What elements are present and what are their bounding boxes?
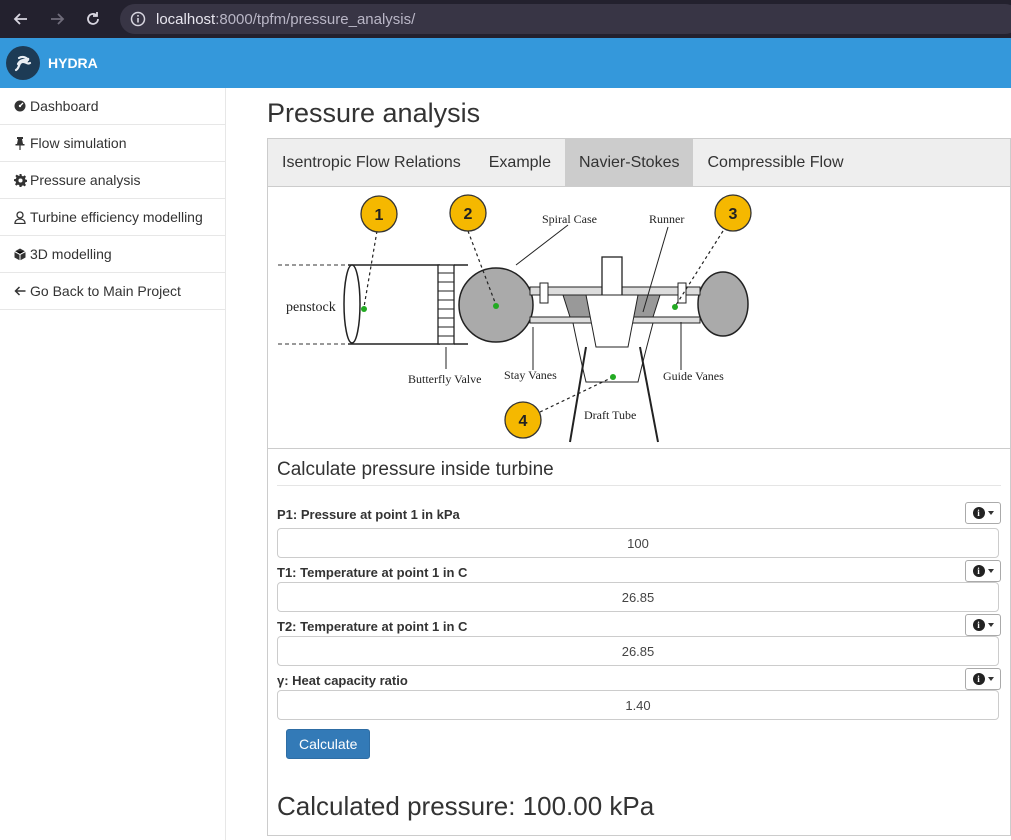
- label-draft-tube: Draft Tube: [584, 408, 636, 422]
- reload-icon[interactable]: [78, 4, 108, 34]
- label-runner: Runner: [649, 212, 684, 226]
- info-dropdown-button[interactable]: i: [965, 560, 1001, 582]
- url-host: localhost: [156, 10, 216, 28]
- sidebar-item-flow-simulation[interactable]: Flow simulation: [0, 125, 225, 162]
- svg-text:3: 3: [729, 206, 738, 223]
- sidebar-item-label: 3D modelling: [30, 246, 112, 262]
- svg-text:4: 4: [519, 413, 528, 430]
- calculated-result: Calculated pressure: 100.00 kPa: [277, 791, 655, 821]
- pin-icon: [13, 136, 27, 150]
- sidebar-item-go-back[interactable]: Go Back to Main Project: [0, 273, 225, 310]
- t1-input[interactable]: [277, 582, 999, 612]
- label-penstock: penstock: [286, 300, 336, 315]
- sidebar-item-turbine-efficiency[interactable]: Turbine efficiency modelling: [0, 199, 225, 236]
- user-icon: [13, 210, 27, 224]
- field-gamma: γ: Heat capacity ratio i: [277, 666, 1001, 720]
- info-dropdown-button[interactable]: i: [965, 614, 1001, 636]
- gamma-input[interactable]: [277, 690, 999, 720]
- field-p1: P1: Pressure at point 1 in kPa i: [277, 500, 1001, 558]
- caret-down-icon: [987, 569, 994, 573]
- arrow-left-icon: [13, 285, 27, 297]
- tab-compressible-flow[interactable]: Compressible Flow: [707, 153, 844, 171]
- dashboard-icon: [13, 100, 27, 112]
- label-spiral-case: Spiral Case: [542, 212, 597, 226]
- hydra-logo-icon[interactable]: [6, 46, 40, 80]
- main-content: Pressure analysis Isentropic Flow Relati…: [226, 88, 1011, 840]
- info-icon: i: [972, 673, 985, 685]
- address-bar[interactable]: localhost:8000/tpfm/pressure_analysis/: [120, 4, 1011, 34]
- info-dropdown-button[interactable]: i: [965, 502, 1001, 524]
- measurement-points: [361, 303, 678, 380]
- label-guide-vanes: Guide Vanes: [663, 369, 724, 383]
- cube-icon: [13, 248, 27, 261]
- pressure-calc-form: Calculate pressure inside turbine P1: Pr…: [268, 449, 1010, 822]
- field-t2: T2: Temperature at point 1 in C i: [277, 612, 1001, 666]
- brand-name[interactable]: HYDRA: [48, 55, 98, 71]
- browser-toolbar: localhost:8000/tpfm/pressure_analysis/: [0, 0, 1011, 38]
- field-label: T1: Temperature at point 1 in C: [277, 565, 468, 580]
- field-label: P1: Pressure at point 1 in kPa: [277, 507, 460, 522]
- tab-isentropic-flow-relations[interactable]: Isentropic Flow Relations: [282, 153, 461, 171]
- caret-down-icon: [987, 623, 994, 627]
- marker-4: 4: [504, 401, 542, 439]
- penstock: [278, 264, 440, 345]
- sidebar-item-label: Dashboard: [30, 98, 99, 114]
- url-path: :8000/tpfm/pressure_analysis/: [215, 10, 416, 28]
- turbine-core: [529, 256, 701, 443]
- tab-navier-stokes[interactable]: Navier-Stokes: [565, 139, 694, 186]
- gear-icon: [13, 173, 27, 187]
- marker-2: 2: [449, 194, 487, 232]
- page-title: Pressure analysis: [267, 98, 481, 128]
- field-label: γ: Heat capacity ratio: [277, 673, 408, 688]
- tab-example[interactable]: Example: [488, 153, 551, 171]
- caret-down-icon: [987, 511, 994, 515]
- field-label: T2: Temperature at point 1 in C: [277, 619, 468, 634]
- sidebar-item-dashboard[interactable]: Dashboard: [0, 88, 225, 125]
- spiral-case-right: [697, 271, 749, 337]
- info-icon: i: [972, 619, 985, 631]
- calculate-button[interactable]: Calculate: [286, 729, 371, 759]
- turbine-diagram: 1 2 3 4 penstock Spiral Case Runner: [268, 187, 1010, 449]
- forward-arrow-icon[interactable]: [42, 4, 72, 34]
- sidebar-item-3d-modelling[interactable]: 3D modelling: [0, 236, 225, 273]
- sidebar: Dashboard Flow simulation Pressure analy…: [0, 88, 226, 840]
- label-stay-vanes: Stay Vanes: [504, 368, 557, 382]
- info-icon: i: [972, 565, 985, 577]
- back-arrow-icon[interactable]: [6, 4, 36, 34]
- sidebar-item-label: Pressure analysis: [30, 172, 141, 188]
- caret-down-icon: [987, 677, 994, 681]
- p1-input[interactable]: [277, 528, 999, 558]
- svg-text:1: 1: [375, 207, 384, 224]
- info-dropdown-button[interactable]: i: [965, 668, 1001, 690]
- label-butterfly-valve: Butterfly Valve: [408, 372, 481, 386]
- sidebar-item-label: Turbine efficiency modelling: [30, 209, 203, 225]
- info-icon: i: [972, 507, 985, 519]
- sidebar-item-label: Flow simulation: [30, 135, 127, 151]
- t2-input[interactable]: [277, 636, 999, 666]
- sidebar-item-label: Go Back to Main Project: [30, 283, 181, 299]
- tab-bar: Isentropic Flow Relations Example Navier…: [268, 139, 1010, 187]
- marker-3: 3: [714, 194, 752, 232]
- svg-text:2: 2: [464, 206, 473, 223]
- sidebar-item-pressure-analysis[interactable]: Pressure analysis: [0, 162, 225, 199]
- tab-panel: Isentropic Flow Relations Example Navier…: [267, 138, 1011, 836]
- url-text[interactable]: localhost:8000/tpfm/pressure_analysis/: [156, 11, 415, 28]
- butterfly-valve: [437, 264, 468, 345]
- app-header: HYDRA: [0, 38, 1011, 88]
- calc-title: Calculate pressure inside turbine: [277, 459, 1001, 486]
- marker-1: 1: [360, 195, 398, 233]
- site-info-icon[interactable]: [130, 11, 146, 27]
- field-t1: T1: Temperature at point 1 in C i: [277, 558, 1001, 612]
